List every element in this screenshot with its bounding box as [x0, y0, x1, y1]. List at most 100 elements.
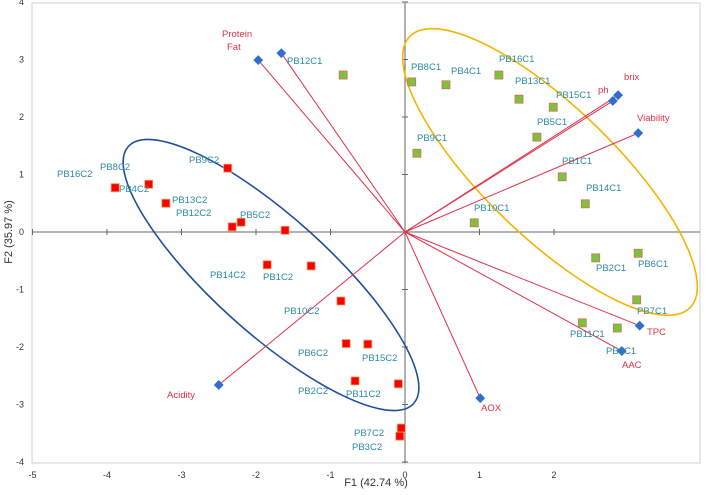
observation-point — [161, 198, 171, 208]
x-tick-label: -4 — [103, 470, 111, 480]
ellipse-c1 — [401, 27, 699, 317]
observation-point — [262, 260, 272, 270]
loading-vector-fat — [257, 59, 406, 233]
loading-vector-protein — [280, 52, 406, 233]
y-tick-label: -4 — [16, 457, 24, 467]
observation-point — [363, 339, 373, 349]
y-tick-label: 4 — [19, 0, 24, 7]
observation-label: PB10C2 — [284, 306, 319, 317]
y-tick-label: -2 — [16, 342, 24, 352]
observation-point — [396, 423, 406, 433]
y-tick-label: 3 — [19, 55, 24, 65]
observation-label: PB14C1 — [586, 183, 621, 194]
y-tick-label: 0 — [19, 227, 24, 237]
variable-label: TPC — [647, 327, 666, 338]
observation-point — [632, 295, 642, 305]
observation-point — [350, 376, 360, 386]
loading-vector-viability — [404, 132, 639, 233]
observation-label: PB11C1 — [570, 329, 605, 340]
observation-point — [407, 77, 417, 87]
observation-label: PB13C1 — [515, 76, 550, 87]
x-axis-title: F1 (42.74 %) — [344, 477, 408, 489]
observation-point — [494, 70, 504, 80]
variable-label: AOX — [481, 403, 502, 414]
observation-point — [236, 217, 246, 227]
observation-point — [393, 379, 403, 389]
observation-point — [280, 225, 290, 235]
observation-label: PB3C2 — [352, 442, 382, 453]
observation-label: PB6C2 — [298, 348, 328, 359]
observation-point — [580, 199, 590, 209]
y-tick-label: 2 — [19, 112, 24, 122]
variable-label: Protein — [222, 29, 252, 40]
observation-point — [469, 218, 479, 228]
loading-vector-acidity — [218, 231, 406, 386]
x-tick-label: 1 — [477, 470, 482, 480]
loading-vector-tpc — [404, 231, 640, 327]
observation-point — [306, 261, 316, 271]
observation-label: PB15C1 — [556, 90, 591, 101]
observation-label: PB4C1 — [451, 66, 481, 77]
observation-label: PB8C1 — [411, 62, 441, 73]
observation-point — [110, 183, 120, 193]
observation-point — [548, 102, 558, 112]
x-tick-label: -1 — [326, 470, 334, 480]
observation-point — [144, 179, 154, 189]
loading-vector-aac — [404, 231, 623, 352]
observation-point — [591, 253, 601, 263]
observation-label: PB2C2 — [298, 386, 328, 397]
variable-label: brix — [624, 72, 640, 83]
observation-point — [341, 339, 351, 348]
observation-label: PB8C2 — [100, 162, 130, 173]
observation-point — [557, 172, 567, 182]
observation-point — [612, 323, 622, 333]
observation-label: PB12C2 — [176, 208, 211, 219]
observation-label: PB5C2 — [240, 210, 270, 221]
loading-vector-aox — [404, 231, 481, 399]
observation-label: PB9C1 — [417, 133, 447, 144]
observation-point — [227, 222, 237, 232]
observation-point — [577, 318, 587, 328]
variable-point-viability — [633, 128, 644, 139]
x-tick-label: -5 — [28, 470, 36, 480]
loading-vector-ph — [404, 100, 614, 233]
observation-label: PB9C2 — [189, 155, 219, 166]
observation-point — [336, 296, 346, 306]
observation-label: PB16C2 — [57, 169, 92, 180]
observation-label: PB2C1 — [596, 263, 626, 274]
observation-label: PB7C2 — [354, 428, 384, 439]
observation-label: PB15C2 — [362, 353, 397, 364]
observation-label: PB3C1 — [606, 346, 636, 357]
y-tick-label: -1 — [16, 285, 24, 295]
observation-point — [532, 132, 542, 142]
plot-area — [31, 2, 701, 464]
variable-point-brix — [613, 90, 624, 101]
x-tick-label: -3 — [177, 470, 185, 480]
variable-point-aac — [616, 346, 627, 356]
observation-point — [412, 148, 422, 158]
observation-label: PB13C2 — [172, 195, 207, 206]
observation-label: PB5C1 — [537, 117, 567, 128]
y-axis-title: F2 (35.97 %) — [3, 200, 15, 264]
observation-label: PB6C1 — [638, 259, 668, 270]
observation-label: PB12C1 — [287, 56, 322, 67]
variable-point-aox — [475, 393, 486, 404]
observation-label: PB1C2 — [263, 272, 293, 283]
variable-label: AAC — [622, 360, 642, 371]
variable-label: Acidity — [167, 390, 195, 401]
observation-point — [223, 163, 233, 173]
observation-label: PB14C2 — [210, 270, 245, 281]
observation-point — [338, 70, 348, 80]
variable-label: Fat — [227, 42, 241, 53]
observation-point — [441, 80, 451, 90]
observation-label: PB1C1 — [562, 156, 592, 167]
observation-label: PB10C1 — [474, 203, 509, 214]
x-tick-label: 0 — [402, 470, 407, 480]
observation-label: PB4C2 — [119, 184, 149, 195]
observation-point — [633, 248, 643, 258]
observation-point — [514, 94, 524, 104]
ellipse-c2 — [122, 138, 420, 412]
observation-point — [395, 431, 405, 441]
variable-point-tpc — [634, 320, 645, 331]
